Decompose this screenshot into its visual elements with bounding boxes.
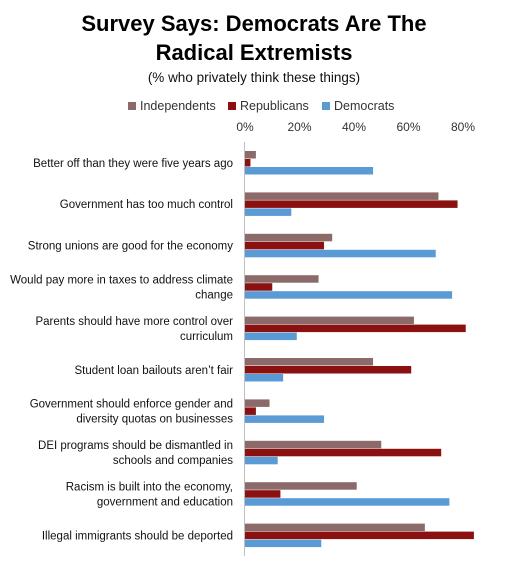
bar-independents — [245, 358, 374, 366]
category-label: schools and companies — [113, 455, 233, 467]
bar-democrats — [245, 415, 325, 423]
x-tick-label: 20% — [287, 120, 311, 134]
bar-republicans — [245, 407, 256, 415]
legend-swatch — [322, 102, 330, 110]
category-label: government and education — [97, 496, 233, 508]
bar-republicans — [245, 283, 273, 291]
bar-democrats — [245, 208, 292, 216]
bar-independents — [245, 523, 425, 532]
category-label: Government has too much control — [60, 199, 233, 211]
bar-republicans — [245, 324, 466, 333]
bar-republicans — [245, 531, 474, 540]
legend-label: Democrats — [334, 99, 394, 113]
bar-republicans — [245, 490, 281, 498]
bar-independents — [245, 482, 357, 490]
bar-independents — [245, 151, 256, 159]
bar-republicans — [245, 448, 442, 457]
category-label: Student loan bailouts aren’t fair — [74, 365, 233, 377]
category-label: Parents should have more control over — [35, 316, 233, 328]
bar-democrats — [245, 332, 297, 341]
bar-independents — [245, 440, 382, 449]
bar-democrats — [245, 167, 374, 175]
legend-swatch — [228, 102, 236, 110]
legend-label: Republicans — [240, 99, 309, 113]
bar-democrats — [245, 249, 436, 258]
category-labels: Better off than they were five years ago… — [10, 158, 233, 543]
chart-legend: Independents Republicans Democrats — [128, 99, 394, 113]
bar-republicans — [245, 241, 325, 250]
category-label: Strong unions are good for the economy — [28, 241, 233, 253]
chart-title-line-1: Survey Says: Democrats Are The — [81, 11, 426, 36]
category-label: Government should enforce gender and — [30, 399, 233, 411]
x-tick-label: 0% — [236, 120, 254, 134]
bar-democrats — [245, 374, 284, 382]
chart-subtitle: (% who privately think these things) — [148, 70, 360, 85]
bar-independents — [245, 192, 439, 200]
bar-democrats — [245, 456, 278, 465]
x-tick-label: 40% — [342, 120, 366, 134]
category-label: Would pay more in taxes to address clima… — [10, 274, 233, 286]
bar-democrats — [245, 498, 450, 506]
legend-label: Independents — [140, 99, 216, 113]
bar-democrats — [245, 539, 322, 548]
category-label: diversity quotas on businesses — [76, 414, 233, 426]
category-label: DEI programs should be dismantled in — [38, 440, 233, 452]
category-label: curriculum — [180, 331, 233, 343]
x-tick-label: 60% — [396, 120, 420, 134]
bar-republicans — [245, 366, 412, 374]
category-label: Illegal immigrants should be deported — [42, 530, 233, 542]
bar-republicans — [245, 159, 251, 167]
bar-republicans — [245, 200, 458, 208]
category-label: change — [195, 289, 233, 301]
category-label: Better off than they were five years ago — [33, 158, 233, 170]
x-axis-ticks: 0% 20% 40% 60% 80% — [236, 120, 475, 134]
bar-independents — [245, 316, 414, 325]
category-label: Racism is built into the economy, — [66, 481, 233, 493]
bar-independents — [245, 233, 333, 242]
bar-independents — [245, 399, 270, 407]
bar-independents — [245, 275, 319, 283]
chart-title-line-2: Radical Extremists — [156, 40, 353, 65]
x-tick-label: 80% — [451, 120, 475, 134]
bar-democrats — [245, 291, 453, 299]
bars — [245, 151, 474, 548]
legend-swatch — [128, 102, 136, 110]
